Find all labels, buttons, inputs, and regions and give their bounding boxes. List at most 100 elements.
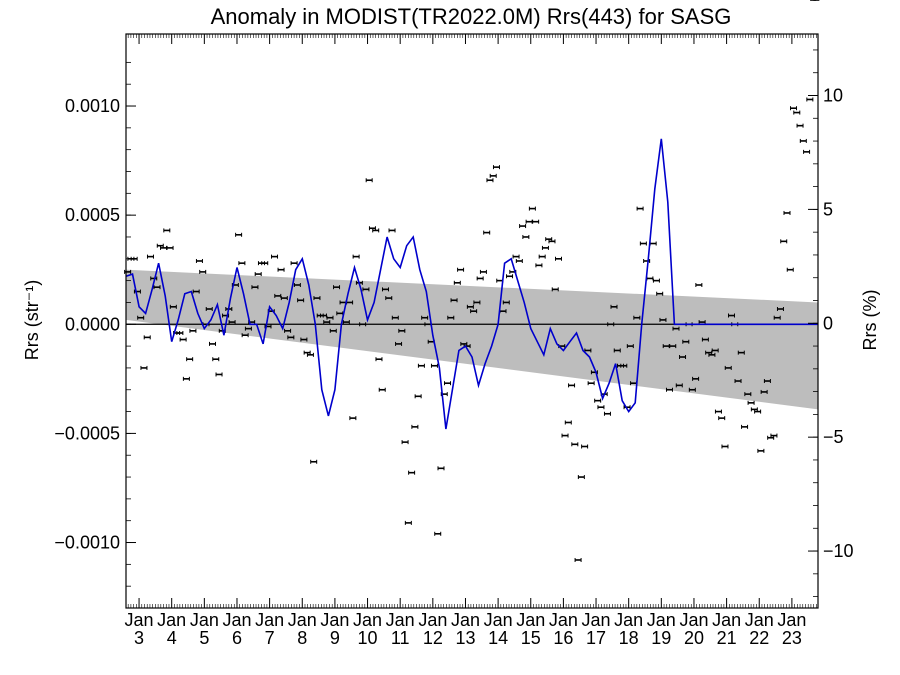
data-point <box>541 245 549 250</box>
data-point <box>796 123 804 128</box>
chart-title: Anomaly in MODIST(TR2022.0M) Rrs(443) fo… <box>211 4 732 29</box>
data-point <box>659 317 667 322</box>
data-point <box>672 326 680 331</box>
data-point <box>228 320 236 325</box>
data-point <box>571 442 579 447</box>
y-tick-label: 0.0005 <box>65 205 120 225</box>
x-tick-label-year: 13 <box>455 628 475 648</box>
data-point <box>444 381 452 386</box>
data-point <box>535 263 543 268</box>
y-tick-label: −0.0010 <box>54 533 120 553</box>
data-point <box>372 228 380 233</box>
y-tick-label: −0.0005 <box>54 423 120 443</box>
data-point <box>453 280 461 285</box>
x-tick-label-year: 23 <box>782 628 802 648</box>
smooth-line-layer <box>125 138 818 430</box>
plot-frame <box>125 33 819 609</box>
data-point <box>714 409 722 414</box>
data-point <box>682 339 690 344</box>
data-point <box>577 475 585 480</box>
y2-tick-label: 0 <box>823 313 833 333</box>
smooth-line <box>125 138 818 430</box>
data-point <box>633 315 641 320</box>
data-point <box>280 296 288 301</box>
data-point <box>401 440 409 445</box>
data-point <box>303 350 311 355</box>
data-point <box>662 344 670 349</box>
data-point <box>473 300 481 305</box>
data-point <box>251 285 259 290</box>
data-point <box>750 407 758 412</box>
data-point <box>675 383 683 388</box>
data-point <box>310 459 318 464</box>
x-tick-label-year: 5 <box>199 628 209 648</box>
data-point <box>261 261 269 266</box>
data-point <box>146 254 154 259</box>
data-point <box>597 405 605 410</box>
data-point <box>708 352 716 357</box>
data-point <box>192 289 200 294</box>
x-tick-label-month: Jan <box>222 610 251 630</box>
data-point <box>528 206 536 211</box>
data-point <box>254 272 262 277</box>
data-point <box>545 237 553 242</box>
data-point <box>166 245 174 250</box>
data-point <box>737 350 745 355</box>
x-tick-label-month: Jan <box>745 610 774 630</box>
data-point <box>695 282 703 287</box>
x-tick-label-month: Jan <box>190 610 219 630</box>
x-tick-label-year: 12 <box>423 628 443 648</box>
x-tick-label-year: 6 <box>232 628 242 648</box>
axis-ticks-layer: 0.0010 0.0005 0.0000 −0.0005 −0.0010 10 5 0 −5 −1… <box>54 34 854 648</box>
data-point <box>803 149 811 154</box>
data-point <box>189 328 197 333</box>
x-tick-label-month: Jan <box>679 610 708 630</box>
data-point <box>603 411 611 416</box>
data-point <box>698 320 706 325</box>
x-tick-label-month: Jan <box>320 610 349 630</box>
data-point <box>669 344 677 349</box>
data-point <box>760 389 768 394</box>
data-point <box>564 420 572 425</box>
data-point <box>587 381 595 386</box>
x-tick-label-year: 7 <box>265 628 275 648</box>
data-point <box>417 363 425 368</box>
data-point <box>646 276 654 281</box>
data-point <box>718 416 726 421</box>
data-point <box>763 379 771 384</box>
data-point <box>522 234 530 239</box>
trend-band-layer <box>126 269 818 410</box>
data-point <box>329 328 337 333</box>
x-tick-label-year: 14 <box>488 628 508 648</box>
data-point <box>460 341 468 346</box>
data-point <box>186 357 194 362</box>
data-point <box>199 269 207 274</box>
data-point <box>757 448 765 453</box>
data-point <box>532 219 540 224</box>
data-point <box>594 398 602 403</box>
data-point <box>434 531 442 536</box>
data-point <box>581 444 589 449</box>
data-point <box>466 304 474 309</box>
data-point <box>793 110 801 115</box>
x-tick-label-month: Jan <box>125 610 154 630</box>
data-point <box>489 173 497 178</box>
data-point <box>754 409 762 414</box>
data-point <box>300 337 308 342</box>
data-point <box>290 261 298 266</box>
x-tick-label-year: 16 <box>553 628 573 648</box>
x-tick-label-month: Jan <box>418 610 447 630</box>
data-point <box>483 230 491 235</box>
data-point <box>323 320 331 325</box>
data-point <box>734 379 742 384</box>
data-point <box>421 315 429 320</box>
data-point <box>639 241 647 246</box>
data-point <box>153 285 161 290</box>
x-tick-label-month: Jan <box>288 610 317 630</box>
x-tick-label-month: Jan <box>777 610 806 630</box>
data-point <box>137 315 145 320</box>
data-point <box>551 287 559 292</box>
data-point <box>414 394 422 399</box>
trend-band <box>126 269 818 410</box>
